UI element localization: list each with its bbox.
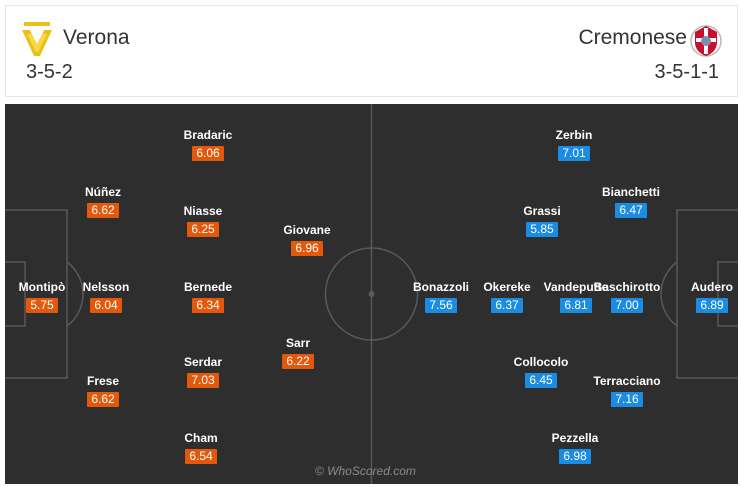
verona-crest-icon: [22, 22, 52, 56]
home-player[interactable]: Sarr 6.22: [253, 336, 343, 370]
player-rating: 7.56: [425, 298, 457, 313]
match-header: Verona 3-5-2 Cremonese 3-5-1-1: [5, 5, 738, 97]
player-rating: 6.22: [282, 354, 314, 369]
home-player[interactable]: Serdar 7.03: [158, 355, 248, 389]
away-player[interactable]: Baschirotto 7.00: [582, 280, 672, 314]
player-name: Núñez: [85, 185, 121, 199]
away-player[interactable]: Collocolo 6.45: [496, 355, 586, 389]
player-rating: 6.81: [560, 298, 592, 313]
player-rating: 5.85: [526, 222, 558, 237]
away-player[interactable]: Terracciano 7.16: [582, 374, 672, 408]
player-rating: 7.01: [558, 146, 590, 161]
player-rating: 6.45: [525, 373, 557, 388]
away-formation: 3-5-1-1: [654, 61, 719, 83]
player-rating: 6.34: [192, 298, 224, 313]
player-rating: 7.00: [611, 298, 643, 313]
player-name: Bianchetti: [601, 185, 660, 199]
player-name: Okereke: [483, 280, 531, 294]
player-name: Frese: [86, 374, 120, 388]
player-name: Bradaric: [183, 128, 233, 142]
player-rating: 6.47: [615, 203, 647, 218]
home-formation: 3-5-2: [26, 61, 73, 83]
player-name: Montipò: [18, 280, 66, 294]
pitch: Montipò 5.75 Núñez 6.62 Nelsson 6.04 Fre…: [5, 104, 738, 484]
away-player[interactable]: Okereke 6.37: [462, 280, 552, 314]
player-name: Baschirotto: [593, 280, 661, 294]
player-name: Bonazzoli: [413, 280, 469, 294]
away-player[interactable]: Pezzella 6.98: [530, 431, 620, 465]
player-rating: 6.06: [192, 146, 224, 161]
player-rating: 6.54: [185, 449, 217, 464]
away-player[interactable]: Bianchetti 6.47: [586, 185, 676, 219]
player-name: Collocolo: [513, 355, 569, 369]
pitch-markings: [5, 104, 738, 484]
player-rating: 6.25: [187, 222, 219, 237]
player-name: Giovane: [283, 223, 331, 237]
away-player[interactable]: Audero 6.89: [667, 280, 738, 314]
player-name: Grassi: [523, 204, 561, 218]
home-player[interactable]: Bernede 6.34: [163, 280, 253, 314]
whoscored-watermark: © WhoScored.com: [315, 464, 416, 478]
player-rating: 7.16: [611, 392, 643, 407]
player-rating: 5.75: [26, 298, 58, 313]
player-rating: 7.03: [187, 373, 219, 388]
home-player[interactable]: Núñez 6.62: [58, 185, 148, 219]
cremonese-crest-icon: [690, 25, 722, 57]
player-name: Vandeputte: [543, 280, 609, 294]
home-player[interactable]: Cham 6.54: [156, 431, 246, 465]
away-player[interactable]: Vandeputte 6.81: [531, 280, 621, 314]
home-team-name: Verona: [63, 26, 130, 49]
away-player[interactable]: Zerbin 7.01: [529, 128, 619, 162]
player-name: Pezzella: [551, 431, 599, 445]
player-rating: 6.98: [559, 449, 591, 464]
player-name: Sarr: [285, 336, 311, 350]
player-name: Niasse: [183, 204, 223, 218]
home-player[interactable]: Nelsson 6.04: [61, 280, 151, 314]
home-player[interactable]: Bradaric 6.06: [163, 128, 253, 162]
home-player[interactable]: Frese 6.62: [58, 374, 148, 408]
player-name: Serdar: [183, 355, 223, 369]
home-player[interactable]: Giovane 6.96: [262, 223, 352, 257]
away-team-name: Cremonese: [578, 26, 687, 49]
player-name: Bernede: [183, 280, 233, 294]
player-name: Zerbin: [555, 128, 593, 142]
player-rating: 6.37: [491, 298, 523, 313]
player-rating: 6.62: [87, 203, 119, 218]
player-name: Nelsson: [82, 280, 130, 294]
player-name: Cham: [184, 431, 218, 445]
player-rating: 6.96: [291, 241, 323, 256]
player-rating: 6.89: [696, 298, 728, 313]
away-player[interactable]: Grassi 5.85: [497, 204, 587, 238]
home-player[interactable]: Niasse 6.25: [158, 204, 248, 238]
player-rating: 6.04: [90, 298, 122, 313]
player-name: Audero: [691, 280, 733, 294]
away-player[interactable]: Bonazzoli 7.56: [396, 280, 486, 314]
player-name: Terracciano: [593, 374, 661, 388]
home-player[interactable]: Montipò 5.75: [5, 280, 87, 314]
player-rating: 6.62: [87, 392, 119, 407]
